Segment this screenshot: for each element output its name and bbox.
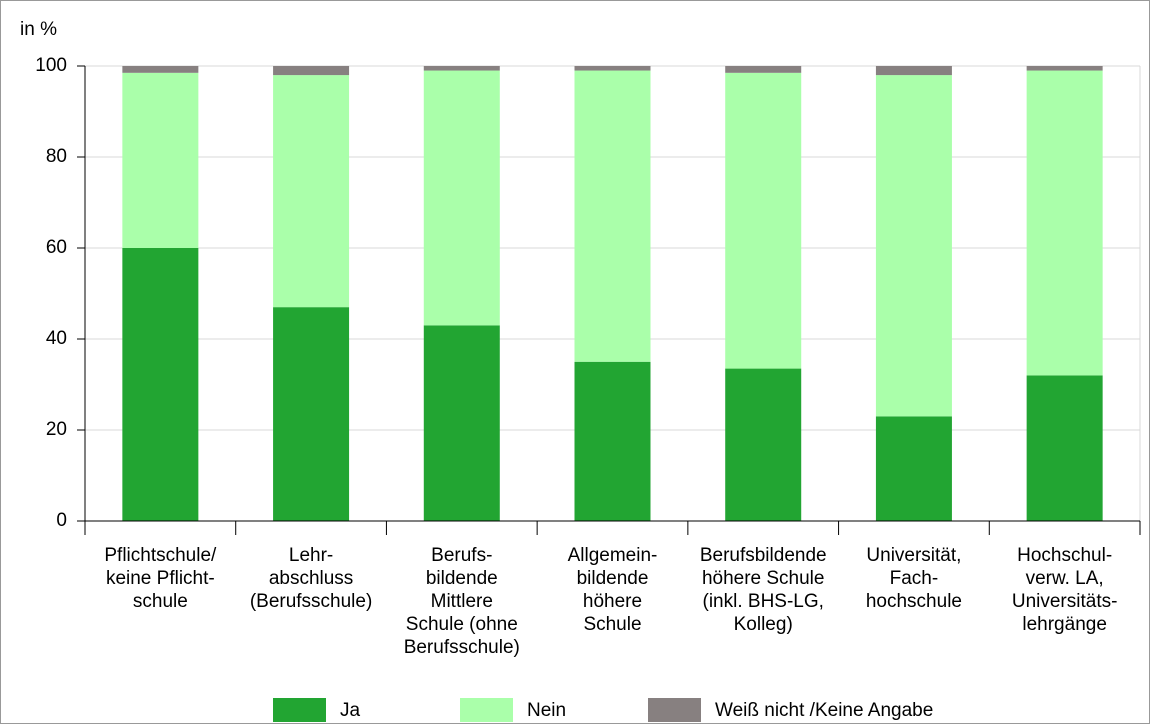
- y-tick-label: 0: [56, 510, 67, 531]
- x-tick-label: (inkl. BHS-LG,: [703, 591, 824, 612]
- y-tick-label: 80: [46, 146, 67, 167]
- x-tick-label: schule: [133, 591, 188, 612]
- x-tick-label: Fach-: [890, 568, 939, 589]
- bar-segment: [1026, 66, 1103, 71]
- legend-swatch: [273, 698, 326, 722]
- legend-swatch: [648, 698, 701, 722]
- x-tick-label: Schule: [583, 614, 641, 635]
- legend-label: Nein: [527, 700, 566, 721]
- x-tick-label: bildende: [577, 568, 649, 589]
- x-tick-label: Pflichtschule/: [104, 545, 217, 566]
- y-axis-label: in %: [20, 19, 57, 40]
- bar-segment: [725, 72, 802, 369]
- bar-segment: [875, 75, 952, 417]
- bar-segment: [725, 66, 802, 73]
- x-tick-label: Universität,: [866, 545, 961, 566]
- bar-segment: [725, 368, 802, 521]
- x-tick-label: Berufsschule): [404, 637, 520, 658]
- x-tick-label: keine Pflicht-: [106, 568, 215, 589]
- x-tick-label: Lehr-: [289, 545, 333, 566]
- y-tick-label: 20: [46, 419, 67, 440]
- bar-segment: [574, 361, 651, 521]
- x-tick-label: lehrgänge: [1022, 614, 1107, 635]
- legend-swatch: [460, 698, 513, 722]
- y-tick-label: 100: [35, 55, 67, 76]
- bar-segment: [122, 72, 199, 248]
- y-tick-label: 40: [46, 328, 67, 349]
- bar-segment: [423, 70, 500, 326]
- x-tick-label: höhere: [583, 591, 642, 612]
- bar-segment: [122, 66, 199, 73]
- x-tick-label: (Berufsschule): [250, 591, 373, 612]
- bar-segment: [122, 248, 199, 521]
- x-tick-label: Mittlere: [431, 591, 493, 612]
- x-tick-label: Hochschul-: [1017, 545, 1112, 566]
- bar-segment: [1026, 375, 1103, 521]
- bar-segment: [273, 66, 350, 76]
- bar-segment: [273, 307, 350, 521]
- bar-segment: [875, 66, 952, 76]
- bar-segment: [423, 66, 500, 71]
- bar-segment: [273, 75, 350, 308]
- legend-label: Weiß nicht /Keine Angabe: [715, 700, 933, 721]
- x-tick-label: Universitäts-: [1012, 591, 1118, 612]
- x-tick-label: Kolleg): [734, 614, 793, 635]
- x-tick-label: hochschule: [866, 591, 962, 612]
- bar-segment: [574, 66, 651, 71]
- x-tick-label: Berufsbildende: [700, 545, 827, 566]
- x-tick-label: verw. LA,: [1026, 568, 1104, 589]
- x-tick-label: Berufs-: [431, 545, 492, 566]
- x-tick-label: höhere Schule: [702, 568, 825, 589]
- x-tick-label: abschluss: [269, 568, 354, 589]
- bar-segment: [875, 416, 952, 521]
- x-tick-label: Allgemein-: [568, 545, 658, 566]
- bar-segment: [423, 325, 500, 521]
- bar-segment: [574, 70, 651, 362]
- bar-segment: [1026, 70, 1103, 376]
- legend-label: Ja: [340, 700, 361, 721]
- y-tick-label: 60: [46, 237, 67, 258]
- x-tick-label: bildende: [426, 568, 498, 589]
- x-tick-label: Schule (ohne: [406, 614, 518, 635]
